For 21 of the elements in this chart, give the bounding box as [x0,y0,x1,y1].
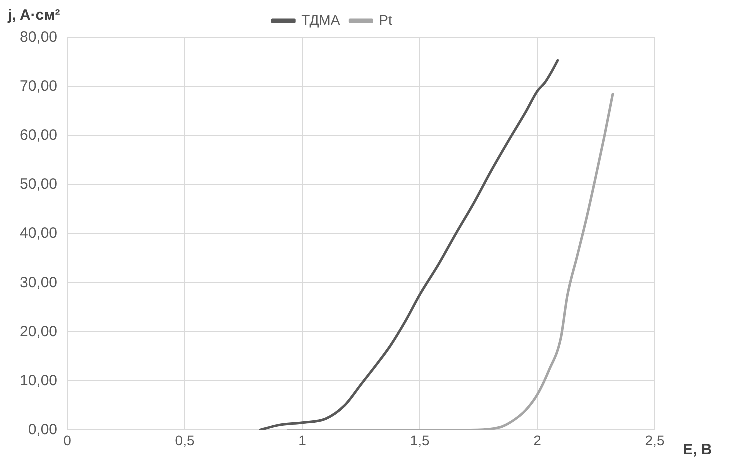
x-tick-label: 0 [64,432,72,448]
y-tick-label: 80,00 [20,29,58,46]
x-tick-label: 1 [298,432,307,448]
line-series [258,59,560,430]
line-series [287,93,614,430]
y-tick-label: 10,00 [20,372,58,390]
y-tick-label: 0,00 [28,421,58,438]
x-axis-title: E, B [683,441,712,458]
y-tick-label: 30,00 [20,274,58,292]
y-tick-label: 60,00 [20,127,58,144]
y-tick-label: 50,00 [20,176,58,194]
legend-label: Pt [379,12,393,28]
y-tick-label: 40,00 [20,225,58,242]
x-tick-label: 2,5 [645,432,665,448]
x-tick-label: 2 [534,432,542,448]
y-tick-label: 70,00 [20,78,58,96]
x-tick-label: 0,5 [175,432,195,448]
y-axis-title: j, A·см² [7,7,60,24]
y-tick-label: 20,00 [20,323,58,340]
legend-label: ТДМА [302,12,341,28]
x-tick-label: 1,5 [410,432,430,448]
